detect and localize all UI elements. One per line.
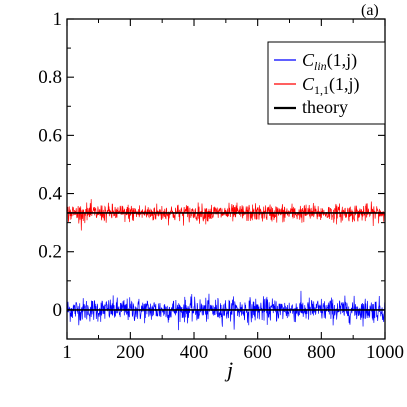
x-axis-label: j xyxy=(224,357,233,382)
y-tick-label: 1 xyxy=(53,9,63,30)
legend-c11-subscript: 1,1 xyxy=(314,83,329,97)
x-tick-label: 1000 xyxy=(366,342,404,363)
series-line-0 xyxy=(66,290,386,331)
legend: Clin(1,j) C1,1(1,j) theory xyxy=(267,41,386,125)
data-layer xyxy=(66,199,386,331)
y-tick-label: 0.8 xyxy=(38,67,62,88)
y-tick-label: 0.4 xyxy=(38,184,62,205)
legend-entry-clin: Clin(1,j) xyxy=(302,50,357,73)
x-tick-label: 200 xyxy=(116,342,145,363)
series-line-1 xyxy=(66,199,386,231)
x-tick-label: 400 xyxy=(180,342,209,363)
axes-layer: 1 200 400 600 800 1000 0 0.2 0.4 0.6 0.8 1 xyxy=(38,9,404,363)
x-tick-label: 1 xyxy=(62,342,72,363)
y-tick-label: 0.6 xyxy=(38,125,62,146)
legend-entry-theory: theory xyxy=(302,97,348,117)
legend-box xyxy=(267,41,386,125)
legend-clin-args: (1,j) xyxy=(327,50,358,71)
x-tick-label: 800 xyxy=(307,342,336,363)
legend-c11-args: (1,j) xyxy=(329,74,360,95)
legend-clin-subscript: lin xyxy=(314,59,327,73)
y-tick-label: 0 xyxy=(53,300,63,321)
legend-clin-symbol: C xyxy=(302,50,315,70)
x-tick-label: 600 xyxy=(243,342,272,363)
panel-label: (a) xyxy=(361,2,379,19)
y-tick-label: 0.2 xyxy=(38,242,62,263)
legend-c11-symbol: C xyxy=(302,74,315,94)
legend-entry-c11: C1,1(1,j) xyxy=(302,74,360,97)
